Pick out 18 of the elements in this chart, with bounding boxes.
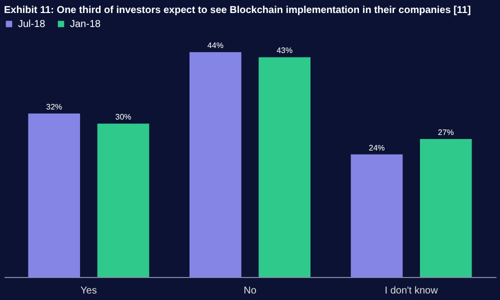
bar: [258, 57, 310, 277]
data-label: 44%: [207, 41, 224, 50]
bar: [420, 139, 472, 277]
legend-label: Jul-18: [18, 19, 46, 30]
data-label: 24%: [368, 143, 385, 152]
bar: [28, 113, 80, 277]
bar: [350, 154, 403, 277]
x-tick-label: I don't know: [384, 286, 439, 296]
bar: [190, 52, 242, 277]
bar: [97, 124, 150, 277]
data-label: 32%: [46, 102, 62, 112]
data-label: 30%: [115, 112, 132, 122]
legend-label: Jan-18: [70, 19, 102, 30]
chart-title: Exhibit 11: One third of investors expect to see Blockchain implementation in their companies [11]: [4, 5, 471, 16]
data-label: 27%: [438, 128, 454, 137]
x-tick-label: Yes: [80, 286, 97, 296]
data-label: 43%: [276, 46, 293, 56]
x-tick-label: No: [244, 286, 257, 296]
